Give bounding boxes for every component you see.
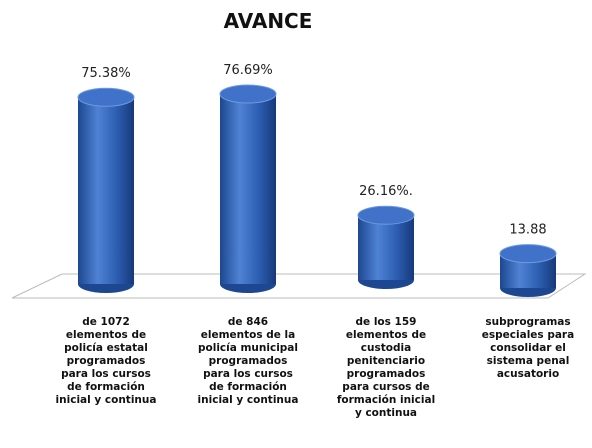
chart-title: AVANCE	[224, 9, 313, 33]
category-label: subprogramas especiales para consolidar …	[481, 316, 575, 380]
category-label: de 1072 elementos de policía estatal pro…	[55, 316, 157, 406]
bar-top	[77, 87, 135, 107]
floor	[11, 273, 587, 299]
bar	[220, 94, 276, 284]
value-label: 76.69%	[223, 63, 273, 78]
bar	[358, 215, 414, 280]
bar-top	[219, 84, 277, 104]
category-label: de 846 elementos de la policía municipal…	[197, 316, 299, 406]
bar-top	[499, 244, 557, 264]
bar	[78, 97, 134, 284]
value-label: 26.16%.	[359, 184, 413, 199]
value-label: 75.38%	[81, 66, 131, 81]
bar-top	[357, 205, 415, 225]
value-label: 13.88	[509, 223, 546, 238]
category-label: de los 159 elementos de custodia peniten…	[336, 316, 436, 419]
